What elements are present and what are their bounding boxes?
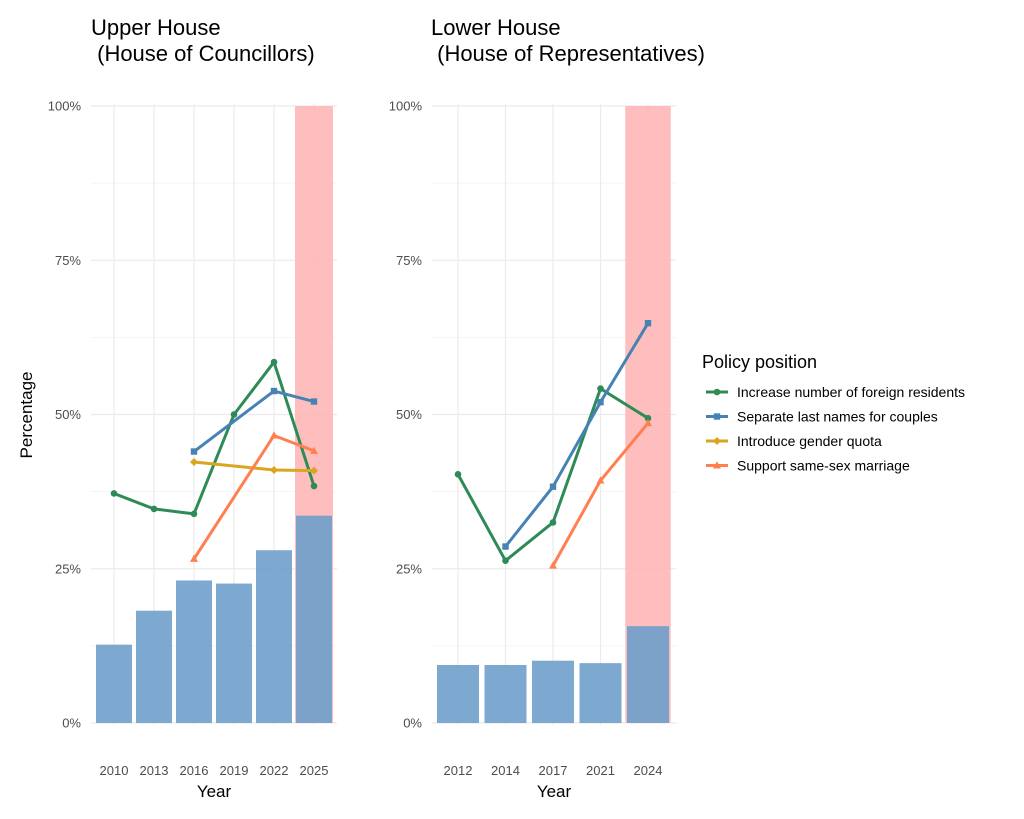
data-point: [150, 505, 158, 513]
upper-house-title-line1: Upper House: [91, 15, 221, 40]
data-point: [596, 476, 605, 484]
legend-label: Introduce gender quota: [737, 433, 882, 449]
data-point: [549, 519, 557, 526]
data-point: [549, 483, 557, 490]
y-tick-label: 75%: [55, 253, 81, 268]
data-point: [270, 358, 278, 366]
highlight-band: [625, 106, 671, 723]
y-tick-label: 50%: [55, 407, 81, 422]
upper-x-axis-title: Year: [197, 782, 232, 801]
data-point: [190, 448, 198, 455]
legend: Policy position Increase number of forei…: [702, 352, 965, 474]
data-point: [190, 510, 198, 518]
y-tick-label: 0%: [403, 716, 422, 731]
legend-key-marker: [713, 461, 721, 469]
y-axis-title: Percentage: [17, 372, 36, 459]
data-point: [644, 319, 652, 327]
x-tick-label: 2010: [100, 763, 129, 778]
y-tick-label: 25%: [55, 561, 81, 576]
legend-key-marker: [713, 437, 721, 445]
data-point: [549, 561, 557, 569]
lower-house-title-line1: Lower House: [431, 15, 561, 40]
x-tick-label: 2016: [180, 763, 209, 778]
data-point: [190, 458, 198, 467]
bar: [627, 626, 669, 723]
data-point: [310, 466, 318, 475]
bar: [216, 583, 252, 723]
bar: [176, 580, 212, 723]
data-point: [270, 387, 278, 395]
series-line: [504, 321, 650, 549]
data-point: [310, 398, 318, 405]
legend-key-marker: [713, 413, 721, 420]
x-tick-label: 2025: [300, 763, 329, 778]
x-tick-label: 2014: [491, 763, 520, 778]
x-tick-label: 2012: [444, 763, 473, 778]
x-tick-label: 2019: [220, 763, 249, 778]
legend-label: Separate last names for couples: [737, 409, 938, 425]
bar: [484, 665, 527, 723]
y-tick-label: 50%: [396, 407, 422, 422]
x-tick-label: 2022: [260, 763, 289, 778]
data-point: [502, 543, 509, 550]
data-point: [644, 418, 652, 427]
legend-key-marker: [713, 388, 721, 396]
y-tick-label: 75%: [396, 253, 422, 268]
bar: [437, 665, 479, 723]
y-tick-label: 100%: [48, 99, 82, 114]
upper-house-panel: 0% 25% 50% 75% 100% 2010 2013 2016 2019 2022 2025: [48, 99, 337, 778]
data-point: [110, 490, 118, 497]
data-point: [597, 385, 604, 392]
bar: [136, 610, 172, 723]
data-point: [597, 398, 604, 406]
x-tick-label: 2013: [140, 763, 169, 778]
y-tick-label: 25%: [396, 561, 422, 576]
data-point: [310, 482, 318, 490]
upper-house-title-line2: (House of Councillors): [91, 41, 315, 66]
data-point: [644, 414, 652, 422]
data-point: [270, 431, 278, 439]
data-point: [502, 557, 509, 565]
y-tick-label: 0%: [62, 716, 81, 731]
bar: [256, 550, 292, 723]
legend-label: Increase number of foreign residents: [737, 384, 965, 400]
data-point: [270, 466, 278, 475]
data-point: [190, 554, 198, 562]
x-tick-label: 2017: [539, 763, 568, 778]
data-point: [230, 411, 238, 418]
x-tick-label: 2024: [634, 763, 663, 778]
bar: [96, 644, 132, 723]
lower-house-title-line2: (House of Representatives): [431, 41, 705, 66]
data-point: [454, 471, 462, 478]
x-tick-label: 2021: [586, 763, 615, 778]
bar: [579, 663, 622, 723]
bar: [532, 660, 574, 723]
bar: [296, 515, 332, 723]
lower-x-axis-title: Year: [537, 782, 572, 801]
legend-title: Policy position: [702, 352, 817, 372]
data-point: [310, 446, 318, 454]
lower-house-panel: 0% 25% 50% 75% 100% 2012 2014 2017 2021 2024: [389, 99, 676, 778]
legend-label: Support same-sex marriage: [737, 458, 910, 474]
y-tick-label: 100%: [389, 99, 423, 114]
